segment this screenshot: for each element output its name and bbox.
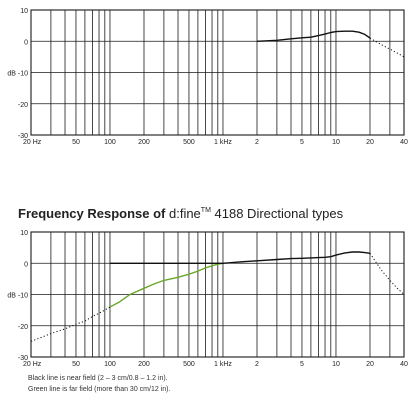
x-tick-label: 1 kHz <box>214 139 232 146</box>
y-tick-label: 10 <box>20 8 28 15</box>
x-tick-label: 50 <box>72 139 80 146</box>
chart-title: Frequency Response of d:fineTM 4188 Dire… <box>18 206 343 221</box>
y-tick-label: -30 <box>18 355 28 362</box>
title-bold: Frequency Response of <box>18 206 169 221</box>
x-tick-label: 5 <box>300 361 304 368</box>
y-tick-label: -20 <box>18 324 28 331</box>
response-curve-near-field <box>110 251 371 264</box>
x-tick-label: 10 <box>332 361 340 368</box>
x-tick-label: 2 <box>255 361 259 368</box>
x-tick-label: 20 Hz <box>23 361 42 368</box>
x-tick-label: 500 <box>183 361 195 368</box>
x-tick-label: 40 <box>400 139 408 146</box>
y-tick-label: dB -10 <box>7 293 28 300</box>
x-tick-label: 2 <box>255 139 259 146</box>
x-tick-label: 50 <box>72 361 80 368</box>
y-tick-label: 0 <box>24 261 28 268</box>
x-tick-label: 500 <box>183 139 195 146</box>
response-curve-extrapolated <box>30 306 111 342</box>
title-product: d:fine <box>168 206 201 221</box>
x-tick-label: 1 kHz <box>214 361 232 368</box>
y-tick-label: -20 <box>18 102 28 109</box>
x-tick-label: 100 <box>104 139 116 146</box>
x-tick-label: 20 <box>366 139 374 146</box>
x-tick-label: 40 <box>400 361 408 368</box>
y-tick-label: 0 <box>24 39 28 46</box>
x-tick-label: 200 <box>138 139 150 146</box>
response-curve-near-field <box>256 30 371 42</box>
y-tick-label: -30 <box>18 133 28 140</box>
x-tick-label: 100 <box>104 361 116 368</box>
x-tick-label: 20 Hz <box>23 139 42 146</box>
title-rest: 4188 Directional types <box>210 206 344 221</box>
x-tick-label: 200 <box>138 361 150 368</box>
response-curve-far-field <box>109 262 224 308</box>
title-trademark: TM <box>200 207 211 214</box>
response-curve-extrapolated <box>369 253 405 295</box>
y-tick-label: dB -10 <box>7 71 28 78</box>
x-tick-label: 5 <box>300 139 304 146</box>
legend-notes: Black line is near field (2 – 3 cm/0.8 –… <box>28 373 170 395</box>
x-tick-label: 20 <box>366 361 374 368</box>
y-tick-label: 10 <box>20 230 28 237</box>
plot-frame <box>30 231 405 358</box>
note-near-field: Black line is near field (2 – 3 cm/0.8 –… <box>28 375 168 382</box>
plot-frame <box>30 9 405 136</box>
note-far-field: Green line is far field (more than 30 cm… <box>28 386 171 393</box>
x-tick-label: 10 <box>332 139 340 146</box>
